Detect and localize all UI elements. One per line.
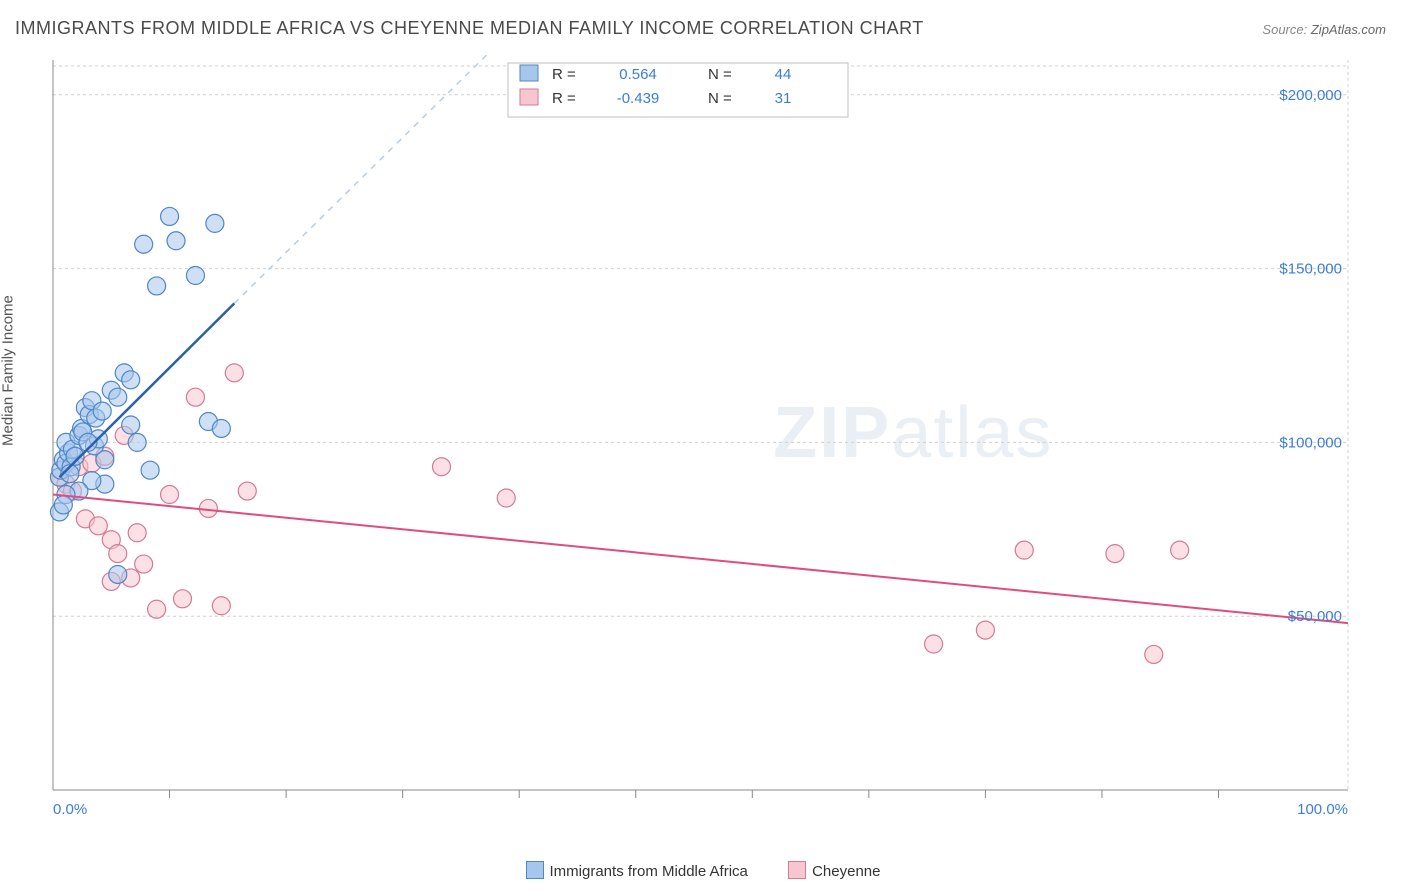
y-axis-label: Median Family Income [0,295,17,446]
chart-title: IMMIGRANTS FROM MIDDLE AFRICA VS CHEYENN… [15,18,924,39]
legend-item-pink: Cheyenne [788,863,880,880]
scatter-plot: $50,000 $100,000 $150,000 $200,000 0.0% 100.… [48,55,1388,815]
svg-text:$50,000: $50,000 [1288,608,1342,625]
legend-item-blue: Immigrants from Middle Africa [526,863,748,880]
legend-swatch-pink [788,861,806,879]
svg-text:N =: N = [708,66,732,83]
svg-text:44: 44 [775,66,792,83]
legend-bottom: Immigrants from Middle Africa Cheyenne [0,861,1406,880]
svg-text:R =: R = [552,90,576,107]
svg-text:N =: N = [708,90,732,107]
svg-text:R =: R = [552,66,576,83]
svg-text:$150,000: $150,000 [1279,261,1342,278]
legend-swatch-blue [526,861,544,879]
source-value: ZipAtlas.com [1311,22,1386,37]
svg-text:100.0%: 100.0% [1297,801,1348,815]
svg-text:0.0%: 0.0% [53,801,87,815]
source: Source: ZipAtlas.com [1262,22,1386,37]
legend-label-blue: Immigrants from Middle Africa [550,863,748,880]
svg-text:$100,000: $100,000 [1279,434,1342,451]
legend-label-pink: Cheyenne [812,863,880,880]
source-label: Source: [1262,22,1307,37]
svg-text:$200,000: $200,000 [1279,87,1342,104]
svg-text:31: 31 [775,90,792,107]
svg-text:-0.439: -0.439 [617,90,660,107]
svg-text:0.564: 0.564 [619,66,657,83]
